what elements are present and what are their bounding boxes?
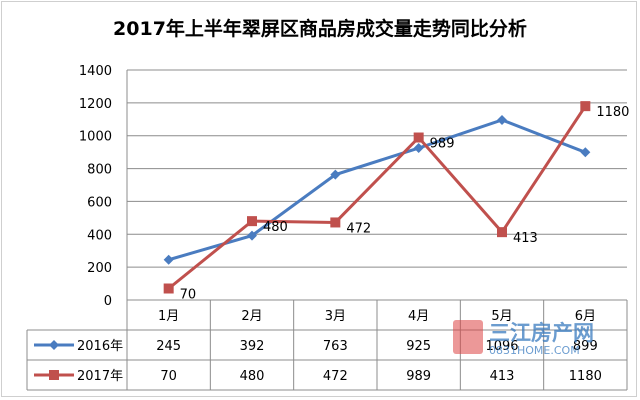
x-category-labels: 1月 2月 3月 4月 5月 6月 (158, 309, 596, 324)
series-line (167, 105, 587, 290)
legend-marker (49, 370, 59, 380)
watermark-sub: 0831HOME.COM (489, 344, 580, 357)
series-point (330, 169, 341, 180)
series-point (330, 217, 341, 228)
y-tick-label: 1200 (79, 97, 112, 112)
table-cell: 413 (490, 369, 515, 384)
legend-marker (49, 340, 59, 350)
table-cell: 925 (406, 339, 431, 354)
y-tick-label: 800 (87, 163, 112, 178)
series-point (413, 143, 424, 154)
series-point (497, 227, 507, 238)
x-category-label: 1月 (158, 309, 179, 324)
grid-lines (126, 69, 627, 301)
table-cell: 245 (156, 339, 181, 354)
table-cell: 70 (160, 369, 177, 384)
series-layer (163, 101, 591, 294)
x-category-label: 5月 (491, 309, 512, 324)
table-cell: 899 (573, 339, 598, 354)
y-tick-label: 0 (104, 294, 112, 309)
series-point (247, 230, 257, 241)
table-cell: 1180 (569, 369, 602, 384)
series-point (247, 216, 257, 227)
x-category-label: 4月 (408, 309, 429, 324)
legend-label: 2016年 (77, 339, 123, 354)
y-tick-label: 1000 (79, 130, 112, 145)
y-tick-label: 200 (87, 261, 112, 276)
table-cell: 1096 (485, 339, 518, 354)
x-category-label: 6月 (575, 309, 596, 324)
series-line (168, 118, 586, 262)
watermark-logo-icon (453, 320, 483, 354)
data-label: 989 (430, 137, 455, 152)
table-cell: 392 (240, 339, 265, 354)
data-labels: 70 480 472 989 413 1180 (180, 105, 630, 302)
data-label: 472 (346, 221, 371, 236)
series-point (163, 254, 174, 265)
y-tick-label: 1400 (79, 64, 112, 79)
data-label: 480 (263, 220, 288, 235)
watermark: 三江房产网 0831HOME.COM (453, 320, 618, 364)
data-label: 70 (180, 288, 197, 303)
y-tick-label: 600 (87, 195, 112, 210)
series-point (580, 101, 591, 112)
series-point (580, 147, 591, 158)
series-point (413, 132, 424, 143)
table-cell: 989 (406, 369, 431, 384)
data-table: 2016年 245 392 763 925 1096 899 2017年 70 480 472 989… (26, 300, 628, 391)
y-tick-label: 400 (87, 228, 112, 243)
legend-label: 2017年 (77, 369, 123, 384)
table-cell: 763 (323, 339, 348, 354)
table-cell: 480 (240, 369, 265, 384)
series-point (163, 283, 174, 294)
data-label: 413 (513, 231, 538, 246)
y-tick-labels: 0 200 400 600 800 1000 1200 1400 (79, 64, 112, 309)
x-category-label: 3月 (325, 309, 346, 324)
x-category-label: 2月 (241, 309, 262, 324)
data-label: 1180 (596, 105, 629, 120)
series-point (497, 114, 507, 125)
chart-title: 2017年上半年翠屏区商品房成交量走势同比分析 (113, 18, 527, 40)
table-cell: 472 (323, 369, 348, 384)
watermark-text: 三江房产网 (489, 321, 594, 345)
